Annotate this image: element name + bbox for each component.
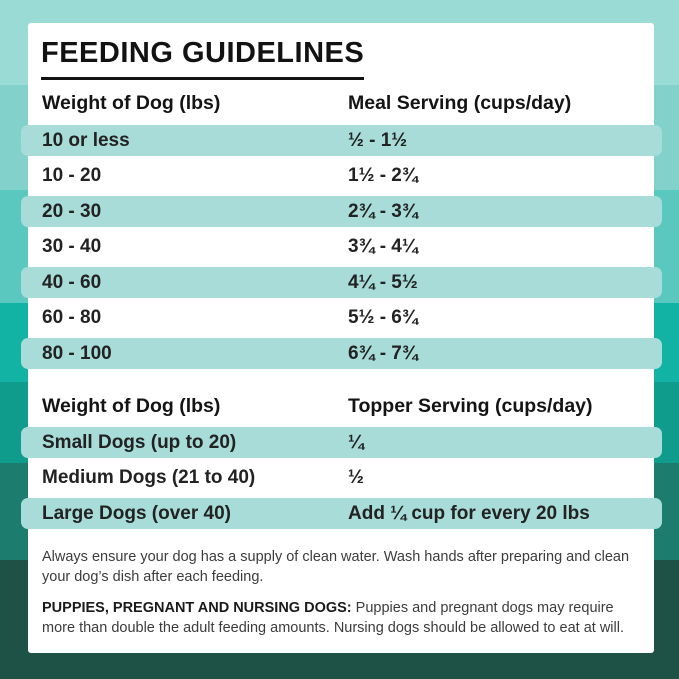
serving-cell: 2¾ - 3¾ bbox=[348, 200, 418, 222]
serving-cell: 5½ - 6¾ bbox=[348, 307, 418, 329]
puppies-note-label: PUPPIES, PREGNANT AND NURSING DOGS: bbox=[42, 600, 352, 616]
weight-cell: 40 - 60 bbox=[42, 271, 102, 293]
meal-table-header: Weight of Dog (lbs) Meal Serving (cups/d… bbox=[28, 90, 654, 116]
puppies-note: PUPPIES, PREGNANT AND NURSING DOGS: Pupp… bbox=[42, 598, 641, 638]
serving-cell: 1½ - 2¾ bbox=[348, 165, 418, 187]
weight-cell: 10 - 20 bbox=[42, 165, 102, 187]
weight-cell: 60 - 80 bbox=[42, 307, 102, 329]
table-row: 30 - 40 3¾ - 4¼ bbox=[28, 230, 654, 266]
feeding-guidelines-card: FEEDING GUIDELINES Weight of Dog (lbs) M… bbox=[21, 23, 662, 653]
footnotes: Always ensure your dog has a supply of c… bbox=[42, 547, 641, 638]
table-row: 40 - 60 4¼ - 5½ bbox=[21, 267, 662, 299]
weight-cell: 30 - 40 bbox=[42, 236, 102, 258]
serving-cell: 3¾ - 4¼ bbox=[348, 236, 418, 258]
weight-cell: 10 or less bbox=[42, 129, 130, 151]
table-row: 20 - 30 2¾ - 3¾ bbox=[21, 196, 662, 228]
serving-cell: ½ bbox=[348, 467, 364, 489]
weight-cell: 80 - 100 bbox=[42, 342, 112, 364]
table-row: Medium Dogs (21 to 40) ½ bbox=[28, 461, 654, 497]
topper-weight-column-header: Weight of Dog (lbs) bbox=[42, 394, 221, 417]
table-row: Large Dogs (over 40) Add ¼ cup for every… bbox=[21, 498, 662, 530]
weight-cell: Large Dogs (over 40) bbox=[42, 502, 231, 524]
topper-serving-column-header: Topper Serving (cups/day) bbox=[348, 394, 593, 417]
meal-table-rows: 10 or less ½ - 1½ 10 - 20 1½ - 2¾ 20 - 3… bbox=[21, 123, 662, 372]
meal-weight-column-header: Weight of Dog (lbs) bbox=[42, 91, 221, 114]
table-row: 10 - 20 1½ - 2¾ bbox=[28, 159, 654, 195]
weight-cell: 20 - 30 bbox=[42, 200, 102, 222]
weight-cell: Small Dogs (up to 20) bbox=[42, 431, 237, 453]
page-title: FEEDING GUIDELINES bbox=[41, 37, 365, 80]
serving-cell: Add ¼ cup for every 20 lbs bbox=[348, 502, 590, 524]
topper-table-rows: Small Dogs (up to 20) ¼ Medium Dogs (21 … bbox=[21, 425, 662, 532]
title-block: FEEDING GUIDELINES bbox=[41, 37, 365, 80]
table-row: 80 - 100 6¾ - 7¾ bbox=[21, 338, 662, 370]
weight-cell: Medium Dogs (21 to 40) bbox=[42, 467, 256, 489]
meal-serving-column-header: Meal Serving (cups/day) bbox=[348, 91, 572, 114]
table-row: 10 or less ½ - 1½ bbox=[21, 125, 662, 157]
serving-cell: 4¼ - 5½ bbox=[348, 271, 418, 293]
puppies-note-body: Puppies and pregnant dogs may require mo… bbox=[42, 600, 624, 636]
serving-cell: ½ - 1½ bbox=[348, 129, 408, 151]
table-row: 60 - 80 5½ - 6¾ bbox=[28, 301, 654, 337]
serving-cell: ¼ bbox=[348, 431, 364, 453]
topper-table-header: Weight of Dog (lbs) Topper Serving (cups… bbox=[28, 393, 654, 419]
table-row: Small Dogs (up to 20) ¼ bbox=[21, 427, 662, 459]
clean-water-note: Always ensure your dog has a supply of c… bbox=[42, 549, 630, 585]
serving-cell: 6¾ - 7¾ bbox=[348, 342, 418, 364]
